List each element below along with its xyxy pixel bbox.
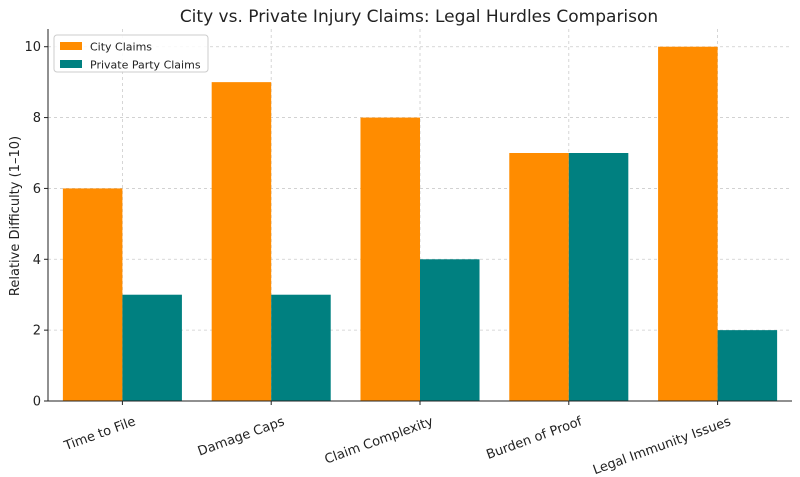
legend-label: City Claims <box>90 41 152 54</box>
y-tick-label: 2 <box>33 324 41 339</box>
x-tick-label: Burden of Proof <box>484 414 584 463</box>
legend-swatch <box>60 60 82 68</box>
y-axis-label: Relative Difficulty (1–10) <box>8 136 23 296</box>
x-ticks: Time to File Damage Caps Claim Complexity B… <box>61 401 733 477</box>
x-tick-label: Claim Complexity <box>323 414 436 467</box>
legend-box <box>53 34 209 73</box>
legend-label: Private Party Claims <box>90 59 201 72</box>
legend-swatch <box>60 42 82 50</box>
x-tick-label: Damage Caps <box>196 414 287 459</box>
bar-private-0 <box>122 294 182 401</box>
bar-city-2 <box>360 117 420 402</box>
x-tick-label: Legal Immunity Issues <box>591 414 733 477</box>
y-ticks: 0 2 4 6 8 10 <box>24 40 48 410</box>
y-tick-label: 8 <box>33 111 41 126</box>
chart-title: City vs. Private Injury Claims: Legal Hu… <box>180 7 658 27</box>
bar-private-2 <box>420 259 480 401</box>
bars <box>62 46 778 402</box>
y-tick-label: 10 <box>24 40 41 55</box>
bar-city-1 <box>211 82 272 402</box>
bar-city-4 <box>658 46 718 401</box>
legend: City Claims Private Party Claims <box>53 34 209 73</box>
y-tick-label: 0 <box>33 395 41 410</box>
y-tick-label: 4 <box>33 253 41 268</box>
bar-private-3 <box>568 153 629 401</box>
y-tick-label: 6 <box>33 182 41 197</box>
x-tick-label: Time to File <box>61 414 137 454</box>
bar-private-4 <box>717 330 778 401</box>
bar-city-0 <box>62 188 123 401</box>
bar-city-3 <box>509 153 569 401</box>
bar-private-1 <box>271 294 331 401</box>
